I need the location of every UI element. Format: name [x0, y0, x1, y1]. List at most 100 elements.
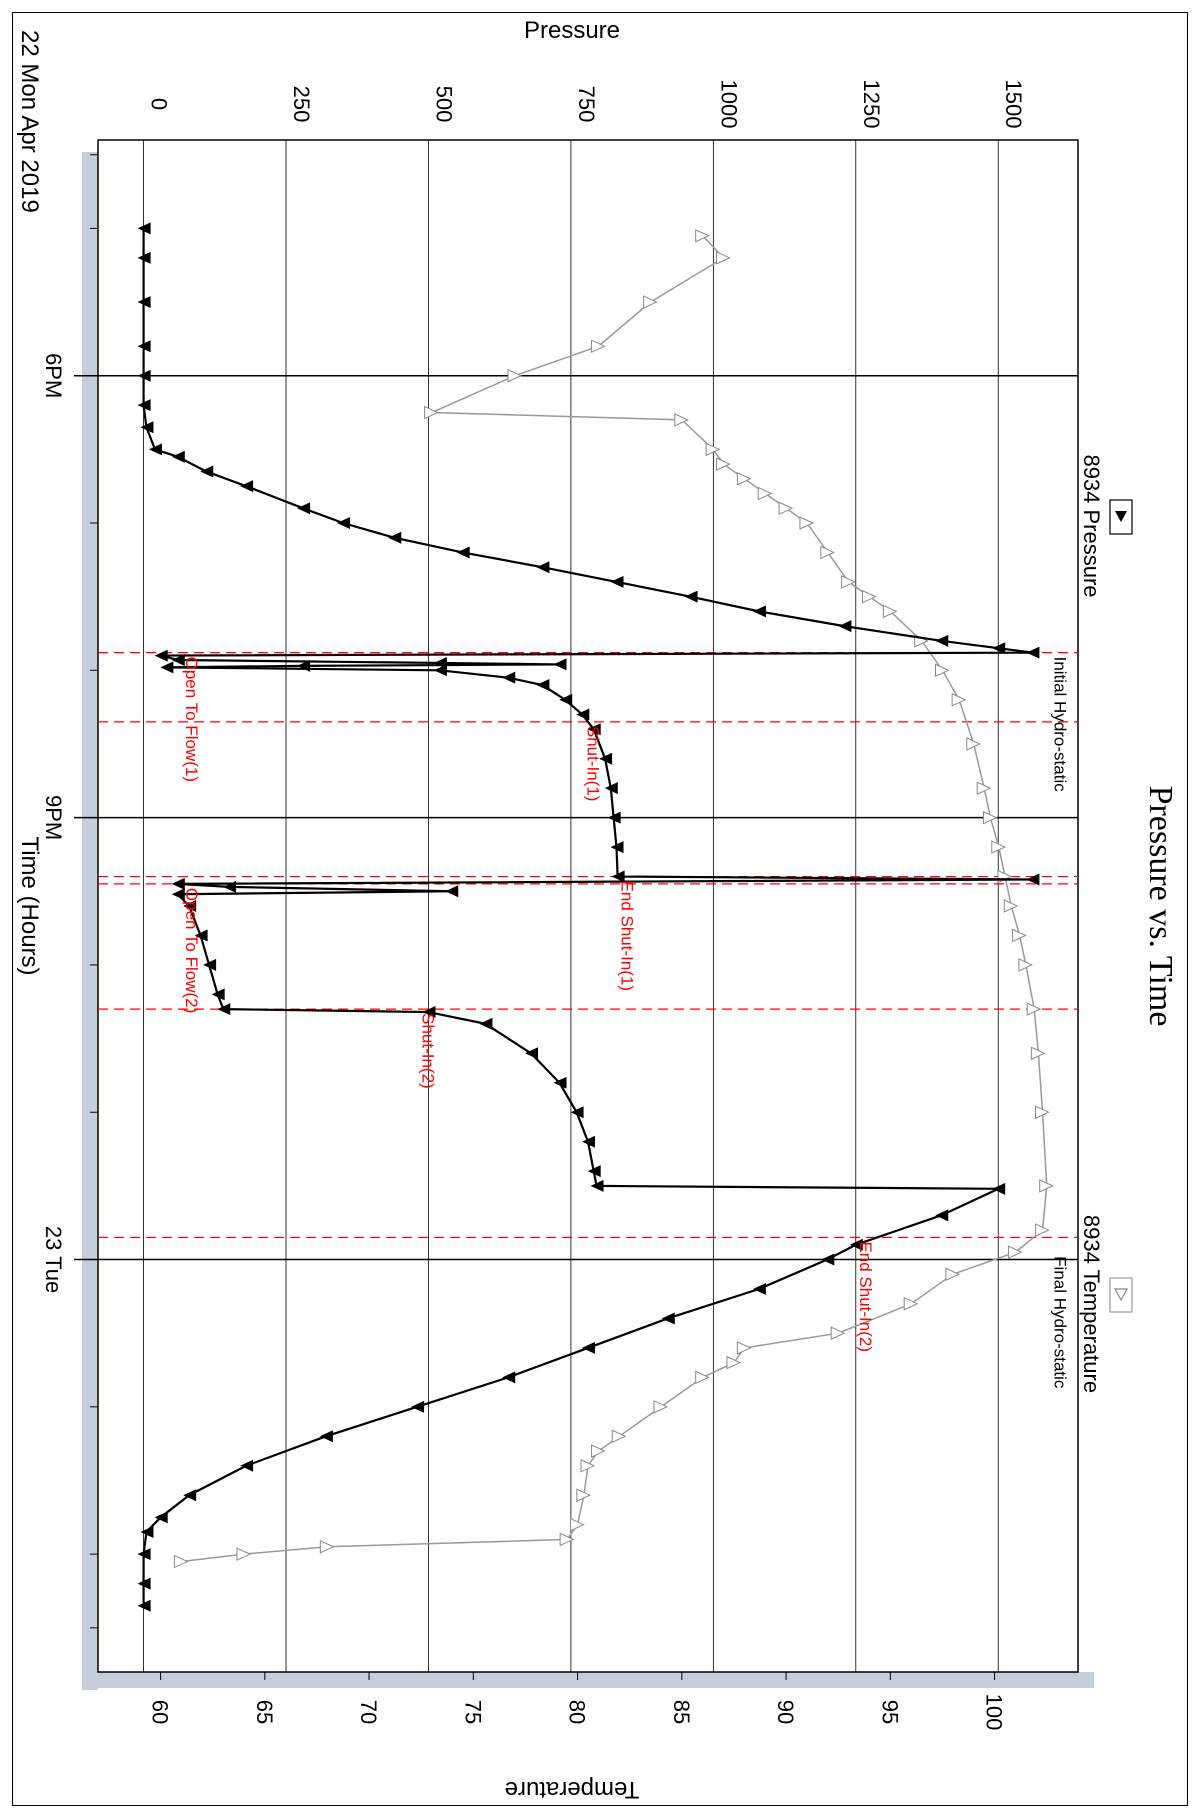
pressure-tick-label: 750: [574, 86, 599, 123]
pressure-data-point: [319, 1430, 333, 1443]
y-scroll-track[interactable]: [82, 1672, 1094, 1688]
temperature-data-point: [559, 1532, 575, 1547]
temperature-tick-label: 75: [460, 1700, 485, 1724]
time-tick-label: 23 Tue: [41, 1226, 66, 1293]
pressure-data-point: [137, 251, 151, 264]
pressure-data-point: [194, 929, 208, 942]
pressure-data-point: [661, 1312, 675, 1325]
pressure-data-point: [479, 1017, 493, 1030]
pressure-data-point: [582, 1135, 595, 1148]
temperature-data-point: [736, 472, 752, 486]
pressure-data-point: [553, 1076, 567, 1089]
pressure-tick-label: 0: [147, 98, 172, 110]
temperature-data-point: [590, 1444, 606, 1458]
temperature-tick-label: 95: [877, 1700, 902, 1724]
pressure-data-point: [137, 340, 151, 353]
x-scroll-track[interactable]: [82, 152, 98, 1690]
temperature-tick-label: 65: [252, 1700, 277, 1724]
pressure-data-point: [223, 880, 237, 893]
temperature-data-point: [1018, 958, 1034, 972]
pressure-data-point: [611, 870, 625, 883]
legend-temperature[interactable]: 8934 Temperature: [1079, 1215, 1133, 1393]
pressure-data-point: [160, 661, 174, 674]
pressure-data-point: [203, 958, 217, 971]
temperature-data-point: [882, 604, 898, 619]
temperature-data-point: [934, 663, 950, 678]
temperature-data-point: [695, 1370, 710, 1385]
event-annotation-label: Final Hydro-static: [1050, 1256, 1069, 1389]
temperature-tick-label: 80: [565, 1700, 590, 1724]
pressure-data-point: [240, 1459, 254, 1472]
chart-title: Pressure vs. Time: [1142, 786, 1179, 1027]
temperature-data-point: [991, 840, 1006, 854]
temperature-data-point: [736, 1341, 752, 1355]
pressure-data-point: [821, 1253, 835, 1266]
chart-frame: [12, 12, 1188, 1806]
temperature-data-point: [726, 1355, 742, 1370]
temperature-data-point: [830, 1326, 846, 1340]
temperature-data-point: [319, 1540, 335, 1554]
pressure-data-point: [849, 1238, 863, 1251]
event-annotation-label: End Shut-In(1): [618, 881, 637, 992]
pressure-data-point: [217, 1003, 231, 1016]
pressure-data-point: [590, 1179, 604, 1192]
pressure-data-point: [570, 1106, 584, 1119]
pressure-data-point: [553, 658, 567, 671]
temperature-data-point: [643, 295, 658, 309]
pressure-tick-label: 1000: [716, 80, 741, 129]
pressure-data-point: [576, 708, 590, 721]
temperature-tick-label: 85: [669, 1700, 694, 1724]
pressure-data-point: [536, 561, 550, 574]
pressure-data-point: [610, 575, 624, 588]
temperature-data-point: [903, 1296, 919, 1311]
temperature-data-point: [1035, 1105, 1050, 1120]
temperature-data-point: [173, 1554, 189, 1569]
pressure-data-point: [607, 811, 621, 824]
pressure-data-point: [297, 502, 311, 515]
temperature-data-point: [236, 1547, 252, 1561]
temperature-series-line: [181, 235, 1048, 1563]
temperature-data-point: [1007, 1245, 1023, 1259]
temperature-data-point: [716, 457, 731, 471]
temperature-data-point: [1003, 899, 1019, 913]
plot-area: [97, 139, 1079, 1673]
temperature-data-point: [982, 810, 998, 825]
temperature-data-point: [951, 692, 967, 707]
temperature-tick-label: 100: [982, 1694, 1007, 1731]
pressure-data-point: [992, 1182, 1006, 1195]
pressure-data-point: [297, 659, 311, 672]
event-annotation-label: Open To Flow(2): [182, 888, 201, 1013]
pressure-data-point: [137, 296, 151, 309]
pressure-data-point: [171, 877, 185, 890]
pressure-data-point: [148, 443, 162, 456]
pressure-tick-label: 250: [289, 86, 314, 123]
pressure-data-point: [137, 222, 151, 235]
pressure-data-point: [525, 1047, 539, 1060]
legend-pressure[interactable]: 8934 Pressure: [1079, 454, 1133, 598]
pressure-tick-label: 1250: [859, 80, 884, 129]
pressure-data-point: [154, 1511, 168, 1524]
temperature-data-point: [611, 1429, 627, 1444]
temperature-tick-label: 60: [148, 1700, 173, 1724]
pressure-data-point: [599, 752, 613, 765]
legend-temperature-label: 8934 Temperature: [1079, 1215, 1104, 1393]
legend-temperature-swatch[interactable]: [1109, 1277, 1133, 1313]
date-label: 22 Mon Apr 2019: [16, 30, 43, 213]
pressure-data-point: [445, 885, 459, 898]
temperature-data-point: [705, 442, 721, 457]
pressure-data-point: [154, 649, 168, 662]
pressure-data-point: [137, 1599, 151, 1612]
temperature-data-point: [590, 339, 606, 354]
temperature-data-point: [799, 516, 815, 530]
pressure-data-point: [183, 1489, 197, 1502]
pressure-data-point: [388, 531, 402, 544]
temperature-data-point: [716, 251, 731, 265]
pressure-data-point: [752, 1283, 766, 1295]
temperature-data-point: [966, 737, 981, 751]
time-tick-label: 6PM: [41, 353, 66, 398]
temperature-data-point: [674, 413, 690, 427]
pressure-data-point: [411, 1400, 425, 1413]
pressure-data-point: [587, 1165, 601, 1178]
pressure-data-point: [211, 988, 225, 1001]
